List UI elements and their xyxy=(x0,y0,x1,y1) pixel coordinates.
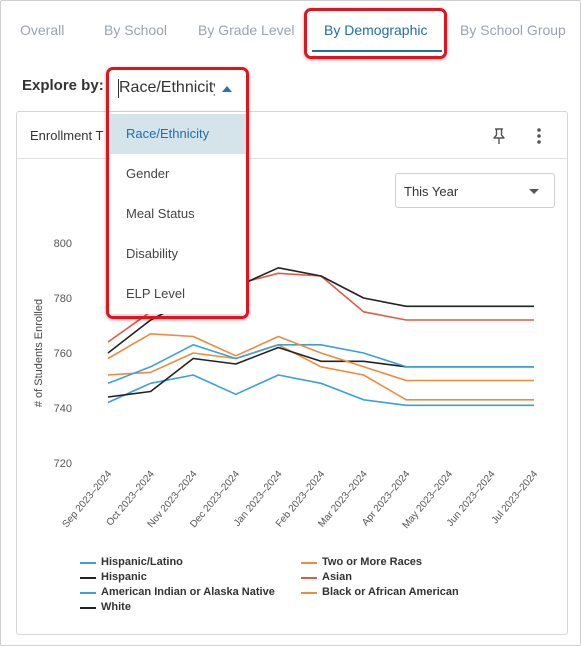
legend-swatch xyxy=(80,577,96,579)
series-line-4[interactable] xyxy=(107,343,534,385)
x-tick-label: Jul 2023–2024 xyxy=(490,469,541,527)
card-title: Enrollment T xyxy=(30,128,104,143)
dropdown-option-disability[interactable]: Disability xyxy=(126,246,179,261)
legend-label: American Indian or Alaska Native xyxy=(101,586,275,598)
y-tick-label: 720 xyxy=(54,458,72,470)
tab-by-demographic[interactable]: By Demographic xyxy=(324,22,428,38)
dropdown-option-elp-level[interactable]: ELP Level xyxy=(126,286,186,301)
chart-legend: Hispanic/Latino Two or More Races Hispan… xyxy=(80,555,550,615)
tab-overall[interactable]: Overall xyxy=(20,22,65,38)
pin-icon[interactable] xyxy=(491,127,507,145)
tab-bar: Overall By School By Grade Level By Demo… xyxy=(0,0,581,64)
legend-swatch xyxy=(80,607,96,609)
tab-highlight-box xyxy=(304,8,447,59)
legend-label: Hispanic xyxy=(101,571,147,583)
active-tab-indicator xyxy=(312,50,442,52)
enrollment-trend-card: Enrollment T This Year xyxy=(16,111,568,635)
series-line-1[interactable] xyxy=(107,343,534,401)
explore-by-select[interactable]: Race/Ethnicity xyxy=(114,74,242,104)
y-tick-label: 780 xyxy=(54,293,72,305)
chevron-up-icon xyxy=(222,86,232,92)
tab-by-school-group[interactable]: By School Group xyxy=(460,22,566,38)
series-line-0[interactable] xyxy=(107,374,534,407)
tab-by-grade-level[interactable]: By Grade Level xyxy=(198,22,295,38)
dropdown-option-meal-status[interactable]: Meal Status xyxy=(126,206,195,221)
legend-swatch xyxy=(301,592,317,594)
period-select[interactable]: This Year xyxy=(395,173,555,208)
chevron-down-icon xyxy=(529,189,539,194)
legend-label: Two or More Races xyxy=(322,556,423,568)
y-tick-label: 740 xyxy=(54,403,72,415)
legend-label: Asian xyxy=(322,571,352,583)
y-tick-label: 800 xyxy=(54,238,72,250)
explore-by-label: Explore by: xyxy=(22,77,104,94)
card-header: Enrollment T xyxy=(17,112,567,159)
dropdown-option-race-ethnicity[interactable]: Race/Ethnicity xyxy=(110,114,246,154)
legend-label: White xyxy=(101,601,131,613)
period-value: This Year xyxy=(404,184,459,199)
more-vertical-icon[interactable] xyxy=(535,127,543,145)
series-line-5[interactable] xyxy=(107,332,534,382)
legend-swatch xyxy=(80,592,96,594)
explore-by-dropdown-menu: Race/Ethnicity Gender Meal Status Disabi… xyxy=(110,112,246,314)
y-axis-label: # of Students Enrolled xyxy=(33,299,45,407)
legend-label: Hispanic/Latino xyxy=(101,556,183,568)
legend-label: Black or African American xyxy=(322,586,459,598)
explore-by-value: Race/Ethnicity xyxy=(119,79,215,96)
legend-swatch xyxy=(301,562,317,564)
text-cursor xyxy=(118,79,119,98)
legend-swatch xyxy=(80,562,96,564)
tab-by-school[interactable]: By School xyxy=(104,22,168,38)
dropdown-option-gender[interactable]: Gender xyxy=(126,166,170,181)
y-tick-label: 760 xyxy=(54,348,72,360)
legend-swatch xyxy=(301,577,317,579)
